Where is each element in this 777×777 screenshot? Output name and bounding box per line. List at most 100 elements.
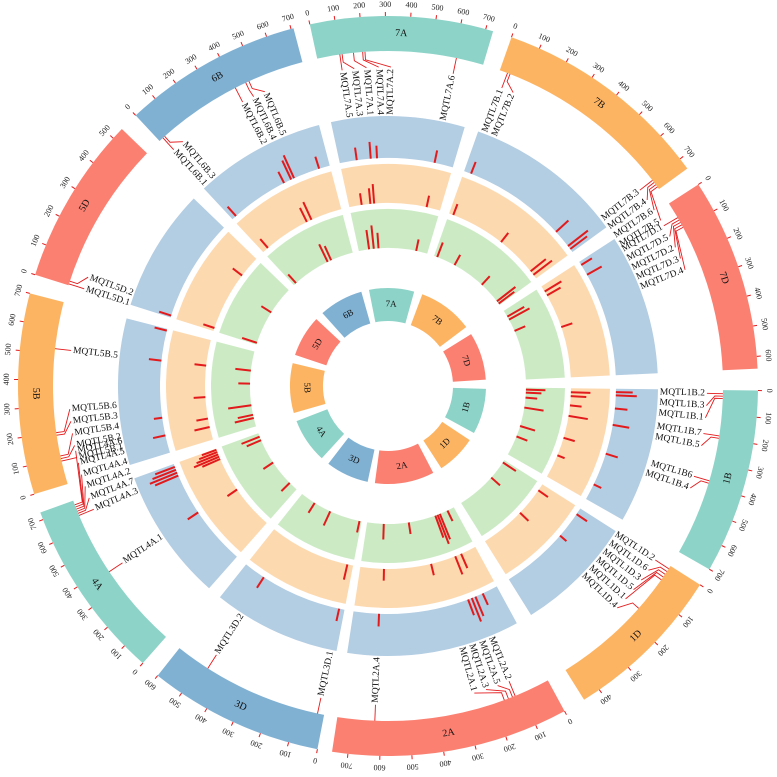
inner-chromosome-label-1B: 1B <box>460 401 472 414</box>
tick-mark <box>535 725 538 730</box>
tick-label: 600 <box>374 763 386 772</box>
tick-mark <box>154 675 159 680</box>
track-mark <box>277 171 285 184</box>
mqtl-label: MQTL7A.4 <box>374 69 385 115</box>
tick-mark <box>88 607 92 611</box>
tick-label: 400 <box>405 0 418 10</box>
tick-label: 300 <box>743 256 755 270</box>
tick-label: 600 <box>662 121 677 136</box>
track-mark <box>525 391 542 395</box>
track-mark <box>415 239 420 252</box>
track-mark <box>546 286 562 297</box>
tick-label: 500 <box>231 29 246 42</box>
mqtl-connector <box>234 87 244 103</box>
track-mark <box>368 141 372 159</box>
tick-label: 300 <box>58 175 72 190</box>
tick-label: 0 <box>765 389 774 393</box>
mqtl-connector <box>693 475 710 482</box>
mqtl-label: MQTL5B.5 <box>72 346 118 361</box>
tick-mark <box>258 733 261 738</box>
track-segment-4A <box>134 463 237 589</box>
tick-label: 100 <box>29 233 42 248</box>
tick-mark <box>698 181 702 185</box>
tick-mark <box>25 291 30 294</box>
track-segment-1D <box>461 460 538 537</box>
mqtl-label: MQTL3D.1 <box>317 650 336 697</box>
track-segment-2A <box>361 507 473 563</box>
tick-label: 400 <box>60 586 74 601</box>
tick-label: 400 <box>439 758 452 769</box>
mqtl-label: MQTL7A.3 <box>349 70 364 117</box>
tick-mark <box>89 159 94 164</box>
tick-mark <box>616 91 620 96</box>
track-mark <box>568 414 588 421</box>
tick-label: 0 <box>18 494 28 500</box>
tick-label: 300 <box>2 403 12 416</box>
mqtl-connector <box>706 395 723 406</box>
track-mark <box>322 510 332 526</box>
tick-mark <box>565 58 569 63</box>
mqtl-connector <box>56 408 71 434</box>
track-mark <box>281 160 293 181</box>
track-mark <box>287 273 297 284</box>
track-segment-7D <box>503 289 565 380</box>
tick-mark <box>194 65 198 70</box>
tick-mark <box>679 156 684 160</box>
track-mark <box>299 207 308 223</box>
tick-mark <box>139 662 144 667</box>
mqtl-connector <box>648 184 657 211</box>
track-mark <box>194 426 210 432</box>
track-mark <box>570 391 591 394</box>
track-segment-7B <box>464 131 607 252</box>
tick-mark <box>435 15 438 20</box>
mqtl-connector <box>663 217 678 227</box>
track-mark <box>375 145 379 159</box>
mqtl-connector <box>508 680 516 697</box>
track-mark <box>519 425 536 432</box>
chromosome-1B <box>678 390 758 570</box>
mqtl-connector <box>497 685 513 698</box>
track-mark <box>525 388 546 392</box>
mqtl-label: MQTL1B.3 <box>659 398 705 411</box>
track-mark <box>302 201 313 221</box>
mqtl-connector <box>68 283 85 290</box>
mqtl-connector <box>650 186 662 221</box>
track-mark <box>508 307 530 321</box>
track-mark <box>612 423 630 429</box>
track-mark <box>282 154 295 179</box>
tick-mark <box>172 79 176 84</box>
track-mark <box>433 150 439 164</box>
tick-mark <box>39 519 44 522</box>
mqtl-connector <box>341 54 355 70</box>
chromosome-1D <box>565 565 701 700</box>
tick-mark <box>104 626 108 631</box>
tick-mark <box>109 135 114 139</box>
tick-mark <box>627 667 632 671</box>
tick-label: 700 <box>482 12 496 24</box>
track-mark <box>148 358 162 362</box>
tick-label: 200 <box>731 226 744 241</box>
chromosome-7B <box>499 37 688 190</box>
tick-label: 500 <box>759 317 770 330</box>
tick-mark <box>204 708 208 713</box>
track-mark <box>516 435 528 442</box>
tick-mark <box>732 520 737 524</box>
inner-chromosome-7A <box>368 288 415 324</box>
mqtl-connector <box>675 226 686 270</box>
track-segment-1B <box>507 387 565 474</box>
track-segment-7A <box>330 116 465 168</box>
inner-chromosome-label-7A: 7A <box>385 298 397 308</box>
track-segment-3D <box>249 529 354 604</box>
track-segment-7B <box>449 176 568 279</box>
tick-label: 200 <box>656 643 671 658</box>
mqtl-label: MQTL3D.2 <box>213 612 246 656</box>
track-mark <box>593 483 602 489</box>
mqtl-label: MQTL1B.1 <box>658 408 704 422</box>
tick-label: 200 <box>502 742 516 754</box>
tick-mark <box>713 208 718 212</box>
mqtl-connector <box>77 497 90 514</box>
mqtl-connector <box>625 574 662 600</box>
chromosome-5D <box>35 128 148 286</box>
tick-mark <box>287 742 290 747</box>
tick-mark <box>178 692 182 697</box>
